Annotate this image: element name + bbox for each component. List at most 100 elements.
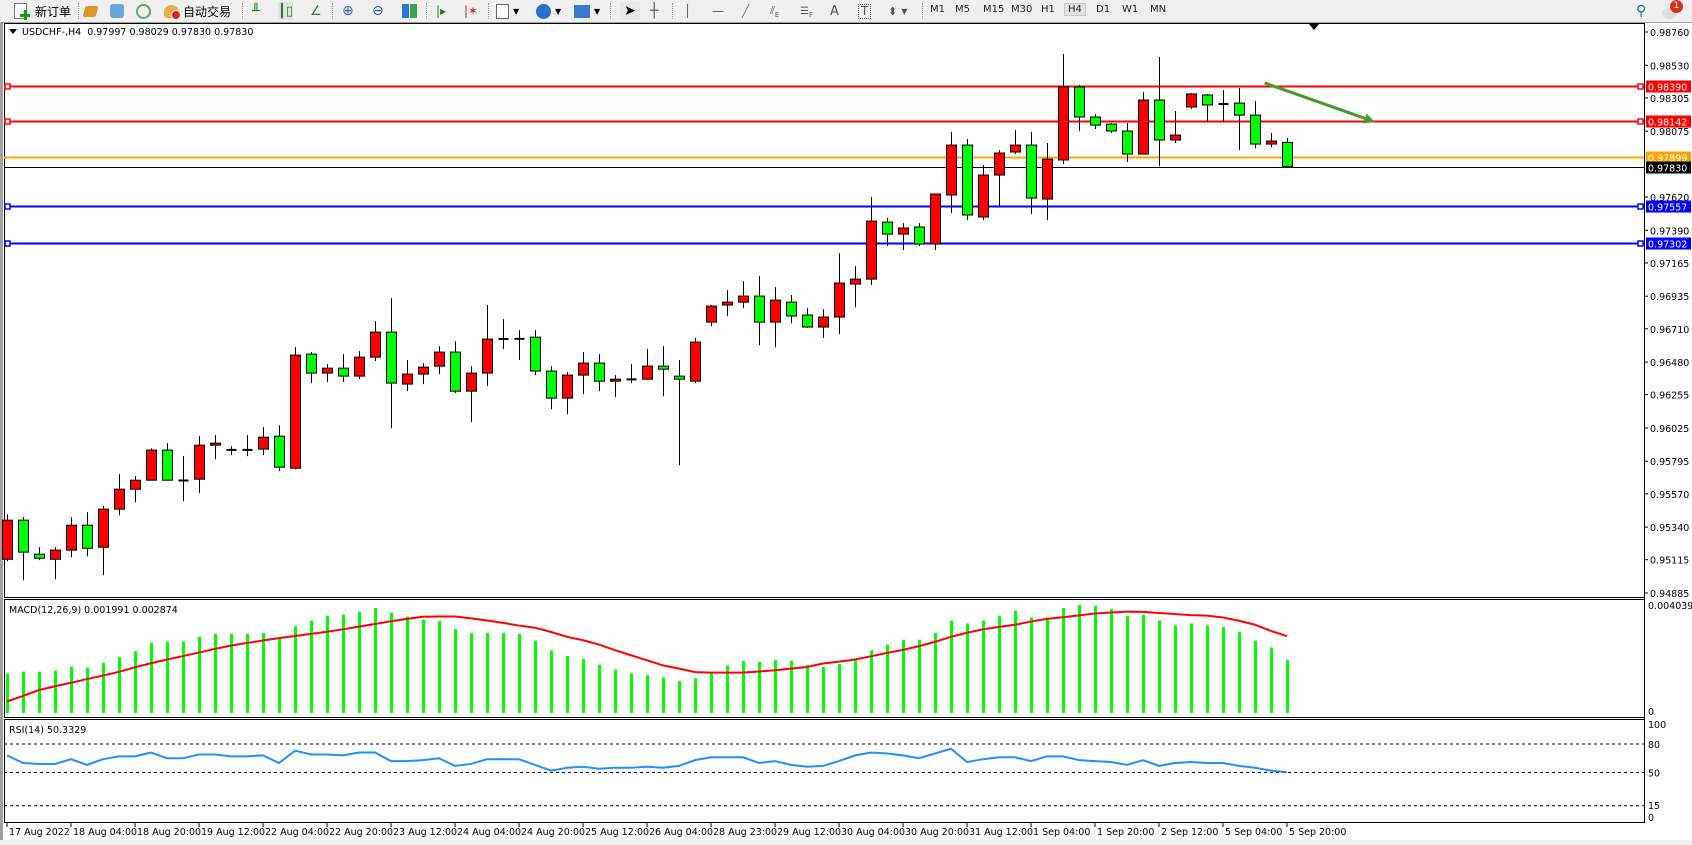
candle[interactable] [242, 435, 253, 457]
new-order-button[interactable]: 新订单 [14, 2, 71, 20]
chart-shift-marker-icon[interactable] [1309, 24, 1319, 30]
bar-chart-button[interactable]: ╨ [252, 2, 260, 20]
macd-panel[interactable] [4, 599, 1645, 718]
level-handle-left[interactable] [4, 203, 11, 210]
timeframe-h4[interactable]: H4 [1064, 3, 1086, 16]
candle[interactable] [66, 517, 77, 558]
candle[interactable] [1090, 114, 1101, 129]
candle[interactable] [1154, 57, 1165, 167]
candle[interactable] [338, 354, 349, 383]
zoom-in-button[interactable]: ⊕ [342, 2, 354, 20]
templates-dropdown[interactable]: ▼ [574, 2, 600, 20]
text-button[interactable]: A [830, 2, 839, 20]
notifications-button[interactable]: 1 [1662, 0, 1683, 20]
candle[interactable] [1042, 143, 1053, 221]
candle[interactable] [594, 354, 605, 392]
chart-shift-button[interactable]: |▸ [436, 2, 446, 20]
candle[interactable] [866, 197, 877, 286]
timeframe-m1[interactable]: M1 [930, 4, 945, 15]
candle[interactable] [658, 346, 669, 397]
candle[interactable] [930, 193, 941, 251]
candle[interactable] [322, 364, 333, 383]
candle[interactable] [546, 366, 557, 410]
candle[interactable] [882, 218, 893, 247]
candle[interactable] [802, 308, 813, 329]
level-handle-right[interactable] [1637, 83, 1644, 90]
level-handle-right[interactable] [1637, 203, 1644, 210]
candle[interactable] [1170, 111, 1181, 144]
candle[interactable] [770, 287, 781, 348]
timeframe-m5[interactable]: M5 [955, 4, 970, 15]
chart-menu-triangle-icon[interactable] [9, 29, 17, 34]
candle[interactable] [722, 290, 733, 317]
candle[interactable] [946, 132, 957, 214]
candle[interactable] [482, 305, 493, 387]
candle[interactable] [1218, 90, 1229, 123]
candle[interactable] [434, 346, 445, 375]
candle[interactable] [194, 436, 205, 494]
candle[interactable] [34, 547, 45, 561]
candle[interactable] [18, 517, 29, 581]
candle[interactable] [962, 138, 973, 221]
vertical-line-button[interactable]: │ [684, 2, 691, 20]
timeframe-d1[interactable]: D1 [1096, 4, 1111, 15]
candlestick-button[interactable]: ┃▯ [278, 2, 293, 20]
candle[interactable] [1250, 101, 1261, 149]
price-panel[interactable] [2, 23, 1645, 598]
candle[interactable] [850, 266, 861, 308]
candle[interactable] [274, 425, 285, 472]
candle[interactable] [290, 347, 301, 470]
timeframe-mn[interactable]: MN [1150, 4, 1167, 15]
timeframe-w1[interactable]: W1 [1122, 4, 1139, 15]
candle[interactable] [898, 223, 909, 251]
arrows-dropdown[interactable]: ⬍ ▼ [888, 4, 908, 18]
timeframe-h1[interactable]: H1 [1041, 4, 1055, 15]
candle[interactable] [706, 305, 717, 327]
candle[interactable] [2, 514, 13, 562]
candle[interactable] [370, 321, 381, 362]
candle[interactable] [50, 547, 61, 580]
candle[interactable] [162, 443, 173, 481]
candle[interactable] [530, 330, 541, 376]
channel-button[interactable]: ⫽ E [770, 2, 779, 20]
auto-trading-button[interactable]: 自动交易 [164, 2, 231, 20]
candle[interactable] [1026, 132, 1037, 215]
candle[interactable] [738, 281, 749, 309]
candle[interactable] [1122, 123, 1133, 163]
candle[interactable] [562, 372, 573, 415]
level-handle-right[interactable] [1637, 240, 1644, 247]
candle[interactable] [466, 366, 477, 423]
trendline-button[interactable]: ╱ [742, 2, 749, 20]
candle[interactable] [978, 165, 989, 221]
candle[interactable] [498, 319, 509, 350]
tile-windows-button[interactable] [402, 2, 417, 20]
candle[interactable] [178, 456, 189, 502]
indicators-dropdown[interactable]: ▼ [496, 2, 519, 20]
candle[interactable] [754, 276, 765, 346]
level-handle-right[interactable] [1637, 118, 1644, 125]
candle[interactable] [1202, 93, 1213, 123]
periods-dropdown[interactable]: ▼ [536, 2, 561, 20]
candle[interactable] [642, 349, 653, 381]
cursor-button[interactable]: ➤ [620, 2, 640, 20]
candle[interactable] [450, 341, 461, 394]
text-label-button[interactable]: T [858, 2, 872, 20]
candle[interactable] [1074, 84, 1085, 132]
candle[interactable] [210, 435, 221, 460]
fibonacci-button[interactable]: ☰ F [800, 2, 813, 20]
candle[interactable] [82, 512, 93, 557]
zoom-out-button[interactable]: ⊖ [372, 2, 384, 20]
candle[interactable] [1138, 92, 1149, 155]
candle[interactable] [1106, 123, 1117, 134]
candle[interactable] [626, 364, 637, 384]
market-watch-button[interactable] [110, 2, 124, 20]
crosshair-button[interactable]: ┼ [650, 2, 658, 20]
candle[interactable] [402, 360, 413, 392]
candle[interactable] [418, 363, 429, 385]
candle[interactable] [578, 352, 589, 395]
candle[interactable] [1282, 137, 1293, 168]
level-handle-left[interactable] [4, 240, 11, 247]
candle[interactable] [114, 474, 125, 516]
candle[interactable] [386, 298, 397, 429]
